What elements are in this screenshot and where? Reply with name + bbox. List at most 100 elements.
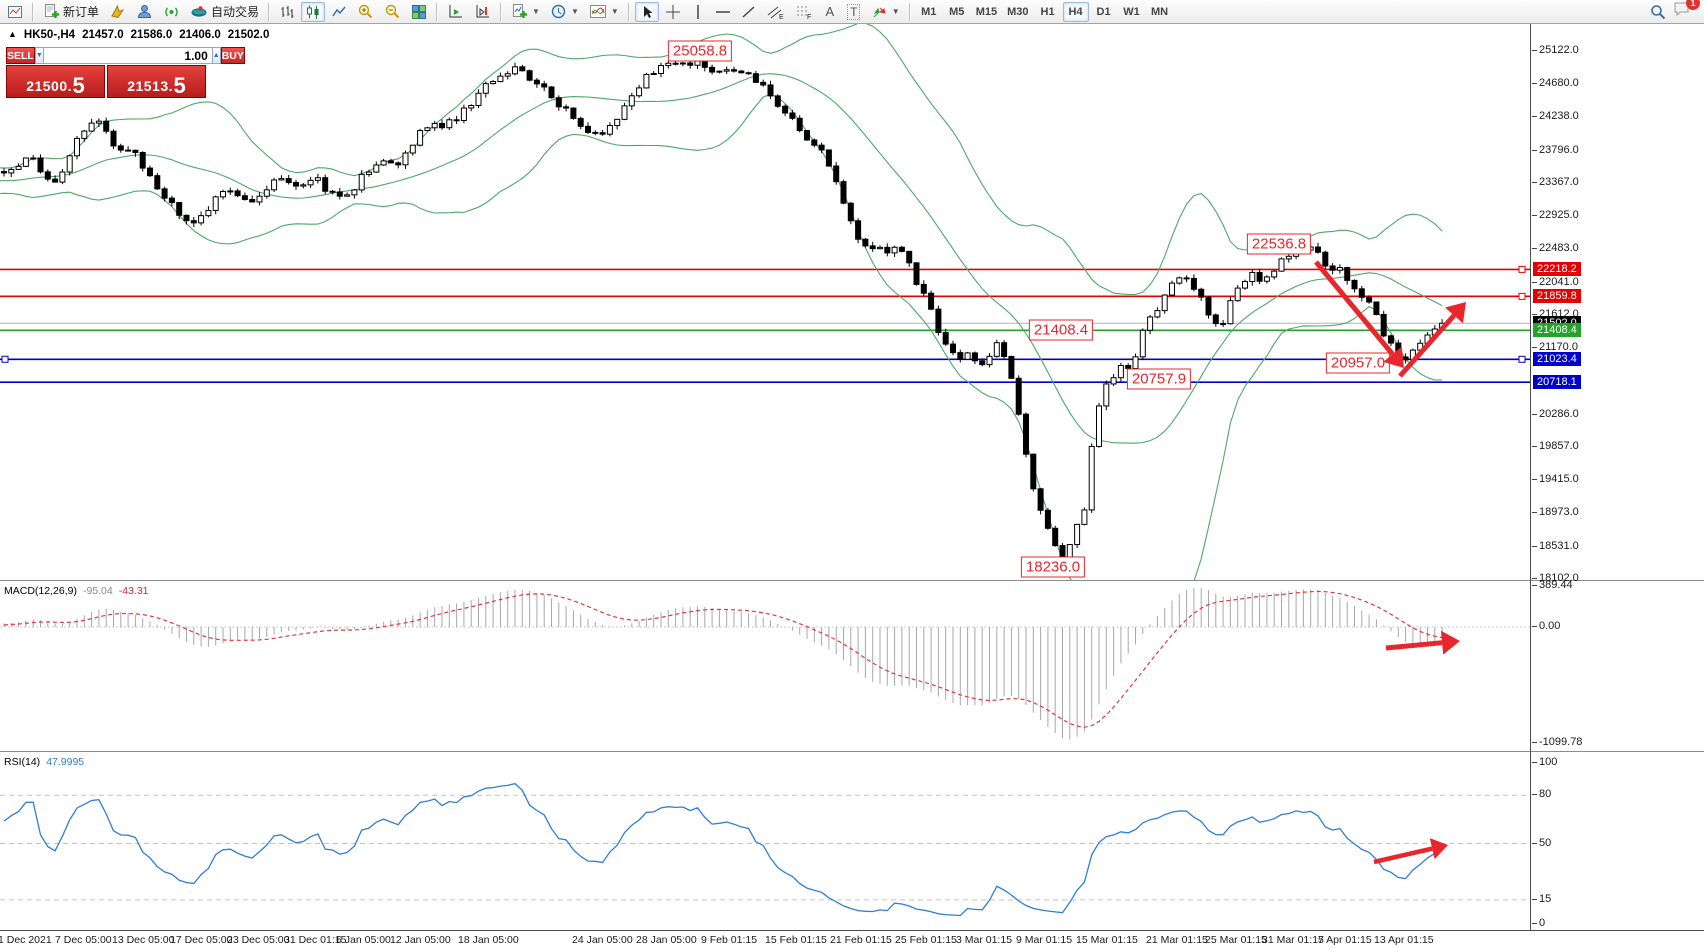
quick-trade-button[interactable] (105, 2, 130, 22)
timeframe-m15[interactable]: M15 (975, 5, 998, 18)
rsi-value: 47.9995 (46, 756, 85, 768)
bar-chart-button[interactable] (275, 2, 299, 22)
scale-tick: 25122.0 (1532, 44, 1579, 56)
price-scale[interactable]: 25122.0 24680.0 24238.0 23796.0 23367.0 22925… (1531, 24, 1704, 930)
timeframe-m5[interactable]: M5 (949, 5, 965, 18)
time-label: 15 Feb 01:15 (765, 934, 827, 946)
scale-tick: 19415.0 (1532, 473, 1579, 486)
timeframe-w1[interactable]: W1 (1123, 5, 1140, 18)
timeframe-h1[interactable]: H1 (1040, 5, 1055, 18)
candle-body (147, 167, 153, 177)
buy-button[interactable]: BUY (220, 47, 245, 64)
collapse-icon[interactable]: ▲ (8, 29, 17, 39)
channel-tool-button[interactable]: E (763, 2, 789, 22)
pane-separator[interactable] (0, 751, 1704, 752)
horizontal-line-tool-button[interactable] (711, 2, 735, 22)
candle-body (650, 73, 657, 76)
zoom-in-icon (357, 3, 374, 20)
search-button[interactable] (1645, 2, 1671, 22)
time-label: 21 Feb 01:15 (830, 934, 892, 946)
candle-body (344, 194, 351, 197)
timeframe-m1[interactable]: M1 (921, 5, 937, 18)
line-anchor[interactable] (1, 355, 9, 363)
candle-body (329, 190, 336, 193)
account-button[interactable] (132, 2, 157, 22)
new-chart-button[interactable]: ▼ (507, 2, 544, 22)
timeframe-h4[interactable]: H4 (1062, 1, 1089, 22)
vertical-line-icon (691, 4, 705, 20)
volume-decrease-button[interactable]: ▼ (34, 47, 44, 64)
time-label: 7 Apr 01:15 (1318, 934, 1372, 946)
candle-body (1125, 365, 1132, 370)
scale-tick: 100 (1531, 756, 1558, 768)
candle-body (446, 119, 453, 129)
bollinger-band-line[interactable] (0, 73, 1443, 444)
volume-increase-button[interactable]: ▲ (211, 47, 221, 64)
price-chart-pane[interactable] (0, 24, 1530, 580)
cursor-tool-button[interactable] (634, 1, 659, 22)
candle-body (1190, 277, 1197, 290)
period-button[interactable]: ▼ (546, 2, 583, 22)
line-anchor[interactable] (1518, 292, 1526, 300)
candle-body (1424, 334, 1431, 344)
chart-window-button[interactable] (3, 2, 27, 22)
candle-body (1395, 342, 1402, 358)
decimal-point: . (168, 78, 173, 94)
timeframe-d1[interactable]: D1 (1096, 5, 1111, 18)
candle-body (796, 117, 803, 132)
candle-body (628, 95, 635, 107)
candle-body (1176, 277, 1183, 284)
candle-body (1205, 296, 1212, 316)
chart-shift-button[interactable] (470, 2, 495, 22)
candle-body (548, 86, 555, 99)
pane-separator[interactable] (0, 580, 1704, 581)
rsi-label: RSI(14) 47.9995 (4, 756, 84, 768)
zoom-out-button[interactable] (380, 2, 405, 22)
candle-body (585, 125, 591, 133)
candlestick-chart-button[interactable] (301, 1, 326, 22)
line-anchor[interactable] (1518, 265, 1526, 273)
new-order-button[interactable]: 新订单 (39, 2, 103, 22)
fibonacci-tool-button[interactable]: F (791, 2, 817, 22)
candle-body (1227, 300, 1234, 325)
candle-body (1052, 527, 1059, 547)
indicators-button[interactable]: ▼ (585, 2, 623, 22)
sell-price[interactable]: 21500. 5 (6, 65, 105, 98)
candle-body (1293, 247, 1300, 257)
candle-body (1212, 314, 1219, 325)
text-label-tool-button[interactable]: T (843, 2, 865, 22)
candle-body (198, 215, 205, 224)
time-label: 7 Dec 05:00 (55, 934, 112, 946)
line-chart-button[interactable] (327, 2, 351, 22)
chat-button[interactable]: 1 (1672, 0, 1700, 23)
macd-indicator-pane[interactable] (0, 581, 1530, 751)
zoom-in-button[interactable] (353, 2, 378, 22)
volume-input[interactable] (43, 47, 212, 64)
shapes-tool-button[interactable]: ▼ (867, 2, 904, 22)
candle-body (811, 139, 818, 146)
rsi-indicator-pane[interactable] (0, 752, 1530, 929)
trendline-tool-button[interactable] (737, 2, 761, 22)
sell-button[interactable]: SELL (6, 47, 35, 64)
timeframe-mn[interactable]: MN (1150, 5, 1169, 18)
candle-body (44, 171, 51, 180)
vertical-line-tool-button[interactable] (687, 2, 709, 22)
candle-body (1088, 445, 1095, 511)
bollinger-band-line[interactable] (0, 93, 1443, 580)
buy-price[interactable]: 21513. 5 (107, 65, 206, 98)
line-anchor[interactable] (1518, 355, 1526, 363)
auto-scroll-button[interactable] (443, 2, 468, 22)
svg-text:F: F (807, 14, 811, 20)
sell-price-pip: 5 (72, 73, 85, 98)
crosshair-tool-button[interactable] (661, 2, 685, 22)
autotrading-button[interactable]: 自动交易 (186, 2, 263, 22)
timeframe-m30[interactable]: M30 (1007, 5, 1029, 18)
time-axis[interactable]: 1 Dec 2021 7 Dec 05:00 13 Dec 05:00 17 Dec … (0, 930, 1704, 949)
candle-body (913, 262, 920, 285)
candle-body (475, 92, 482, 107)
signal-button[interactable] (159, 2, 184, 22)
text-tool-button[interactable]: A (819, 2, 841, 22)
bollinger-band-line[interactable] (0, 24, 1443, 296)
tile-windows-button[interactable] (407, 2, 431, 22)
candle-body (1110, 377, 1117, 385)
